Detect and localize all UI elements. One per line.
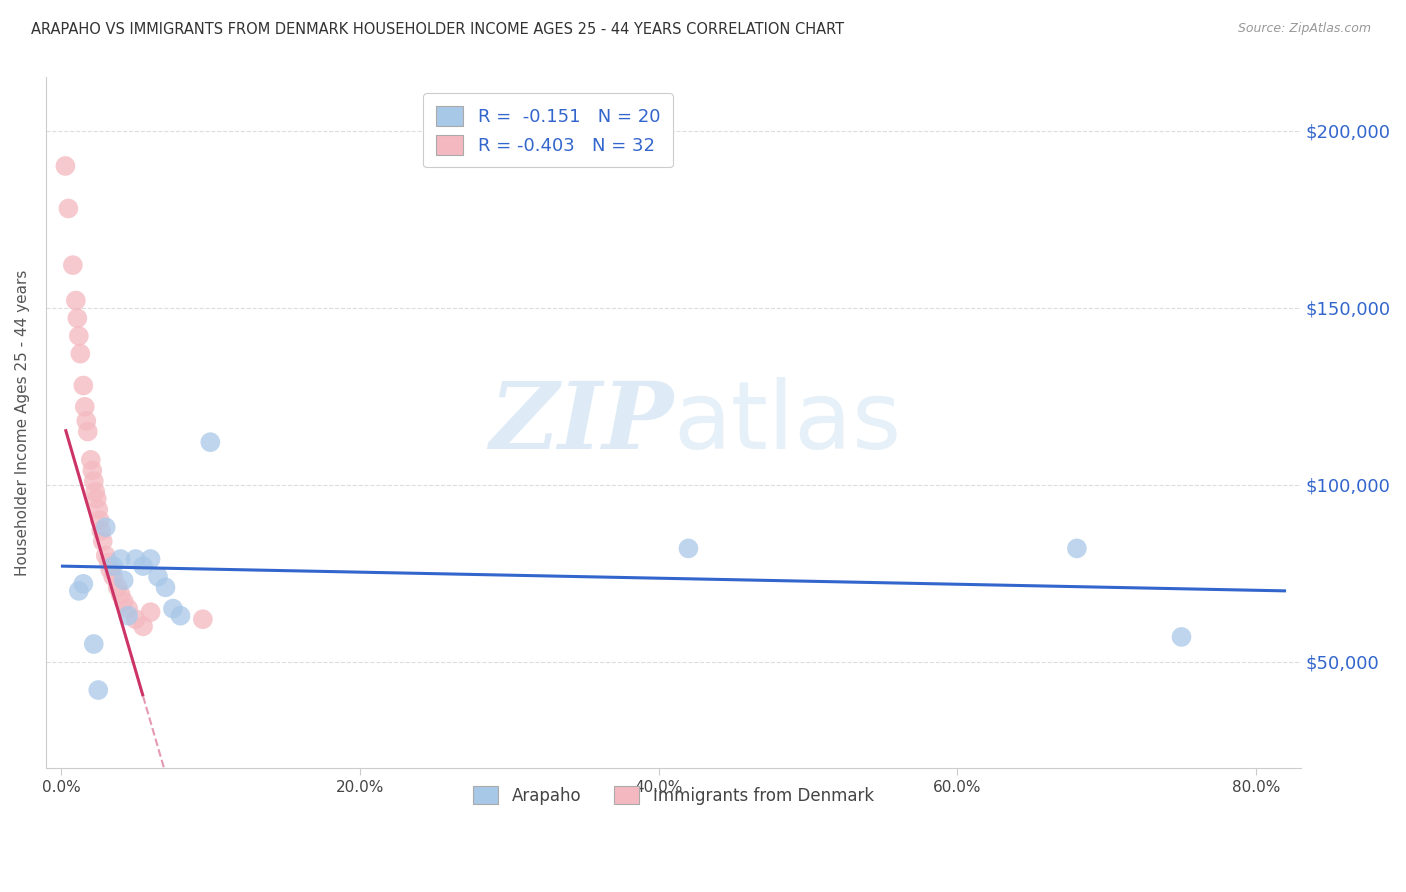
- Point: [124, 552, 146, 566]
- Point: [80, 453, 103, 467]
- Point: [132, 619, 155, 633]
- Point: [55, 159, 77, 173]
- Point: [107, 580, 129, 594]
- Point: [73, 400, 96, 414]
- Point: [112, 574, 135, 588]
- Text: ZIP: ZIP: [489, 377, 673, 467]
- Point: [89, 513, 111, 527]
- Point: [98, 563, 121, 577]
- Point: [103, 559, 125, 574]
- Point: [91, 534, 114, 549]
- Point: [66, 311, 89, 326]
- Text: ARAPAHO VS IMMIGRANTS FROM DENMARK HOUSEHOLDER INCOME AGES 25 - 44 YEARS CORRELA: ARAPAHO VS IMMIGRANTS FROM DENMARK HOUSE…: [31, 22, 844, 37]
- Point: [103, 570, 125, 584]
- Text: Source: ZipAtlas.com: Source: ZipAtlas.com: [1237, 22, 1371, 36]
- Point: [76, 425, 98, 439]
- Point: [97, 556, 120, 570]
- Point: [110, 587, 132, 601]
- Point: [83, 474, 105, 488]
- Point: [124, 612, 146, 626]
- Point: [58, 202, 80, 216]
- Point: [191, 612, 214, 626]
- Y-axis label: Householder Income Ages 25 - 44 years: Householder Income Ages 25 - 44 years: [15, 269, 30, 576]
- Point: [132, 559, 155, 574]
- Point: [87, 502, 110, 516]
- Point: [86, 491, 108, 506]
- Point: [62, 258, 84, 272]
- Point: [82, 463, 104, 477]
- Point: [110, 552, 132, 566]
- Point: [65, 293, 87, 308]
- Point: [678, 541, 700, 556]
- Point: [139, 605, 162, 619]
- Point: [117, 608, 139, 623]
- Point: [67, 329, 90, 343]
- Point: [72, 576, 94, 591]
- Point: [94, 520, 117, 534]
- Point: [117, 601, 139, 615]
- Point: [67, 583, 90, 598]
- Point: [87, 683, 110, 698]
- Text: atlas: atlas: [673, 376, 901, 468]
- Point: [69, 346, 91, 360]
- Point: [75, 414, 97, 428]
- Legend: Arapaho, Immigrants from Denmark: Arapaho, Immigrants from Denmark: [463, 776, 884, 815]
- Point: [84, 484, 107, 499]
- Point: [162, 601, 184, 615]
- Point: [1170, 630, 1192, 644]
- Point: [200, 435, 222, 450]
- Point: [112, 594, 135, 608]
- Point: [83, 637, 105, 651]
- Point: [139, 552, 162, 566]
- Point: [146, 570, 169, 584]
- Point: [155, 580, 177, 594]
- Point: [90, 524, 112, 538]
- Point: [1066, 541, 1088, 556]
- Point: [94, 549, 117, 563]
- Point: [169, 608, 191, 623]
- Point: [72, 378, 94, 392]
